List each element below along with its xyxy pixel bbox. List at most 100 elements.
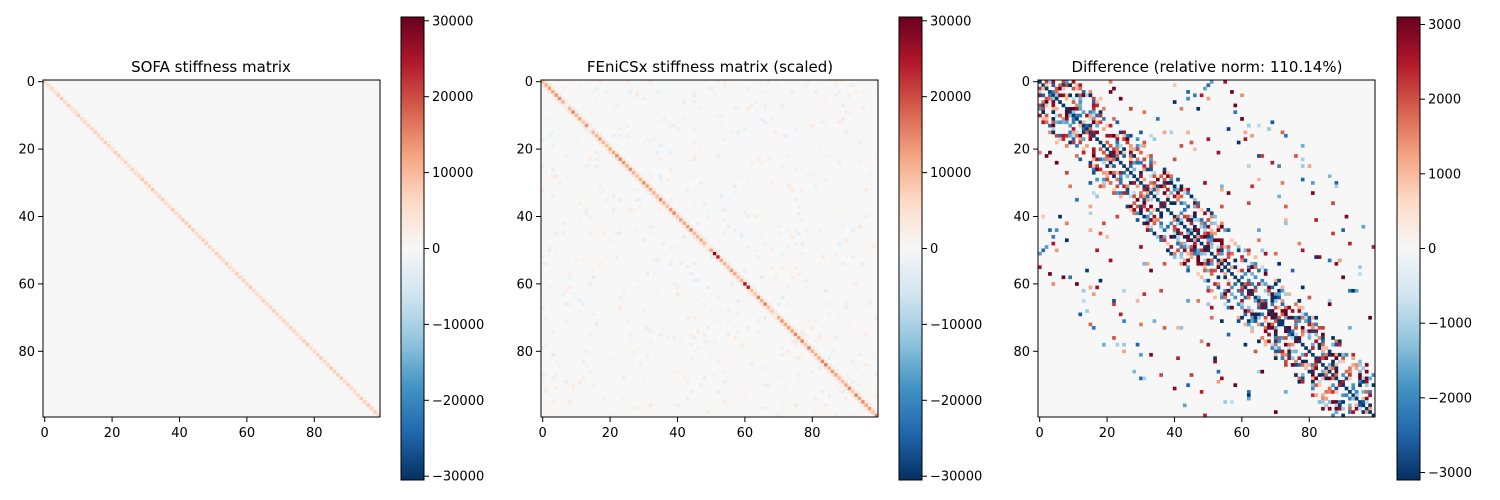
heatmap-cell [53, 86, 57, 91]
heatmap-cell [1132, 208, 1137, 212]
heatmap-cell [1051, 96, 1056, 101]
heatmap-cell [1219, 258, 1224, 263]
heatmap-cell [763, 366, 768, 371]
heatmap-cell [547, 272, 552, 276]
heatmap-cell [581, 359, 586, 364]
heatmap-cell [1253, 299, 1258, 303]
heatmap-cell [847, 390, 852, 394]
heatmap-cell [581, 123, 586, 128]
heatmap-cell [618, 127, 623, 131]
heatmap-cell [702, 339, 707, 344]
heatmap-cell [658, 332, 663, 337]
heatmap-cell [1075, 103, 1079, 108]
heatmap-cell [544, 332, 549, 337]
heatmap-cell [1118, 150, 1123, 155]
heatmap-cell [93, 127, 98, 131]
heatmap-cell [1102, 160, 1106, 165]
heatmap-cell [584, 363, 589, 367]
heatmap-cell [1273, 251, 1278, 256]
heatmap-cell [1331, 366, 1335, 371]
heatmap-cell [567, 272, 572, 276]
heatmap-cell [1260, 305, 1265, 310]
heatmap-cell [584, 123, 589, 128]
heatmap-cell [86, 123, 91, 128]
heatmap-cell [292, 326, 297, 330]
heatmap-cell [1112, 164, 1116, 168]
heatmap-cell [1081, 299, 1086, 303]
heatmap-cell [611, 349, 616, 354]
heatmap-cell [571, 106, 575, 111]
heatmap-cell [790, 326, 795, 330]
heatmap-cell [1368, 406, 1372, 411]
heatmap-cell [722, 218, 727, 222]
colorbar-tick-label: 20000 [930, 90, 971, 105]
heatmap-cell [43, 80, 47, 84]
heatmap-cell [551, 144, 555, 148]
heatmap-cell [1223, 265, 1228, 270]
heatmap-cell [1327, 406, 1332, 411]
heatmap-cell [1361, 379, 1366, 384]
heatmap-cell [59, 93, 64, 98]
heatmap-cell [1038, 86, 1042, 91]
heatmap-cell [1166, 241, 1170, 246]
heatmap-cell [618, 197, 623, 202]
heatmap-cell [1088, 127, 1093, 131]
heatmap-cell [830, 366, 835, 371]
heatmap-cell [1331, 390, 1335, 394]
heatmap-cell [1310, 373, 1315, 377]
heatmap-cell [1152, 187, 1157, 192]
heatmap-cells [1038, 80, 1376, 418]
heatmap-cell [638, 204, 643, 209]
heatmap-cell [1078, 157, 1083, 162]
heatmap-cell [1149, 167, 1153, 172]
heatmap-cell [618, 224, 623, 229]
heatmap-cell [1149, 218, 1153, 222]
heatmap-cell [840, 383, 845, 387]
heatmap-cell [315, 352, 320, 357]
heatmap-cell [160, 194, 165, 199]
heatmap-cell [817, 228, 822, 232]
heatmap-cell [1344, 214, 1349, 219]
heatmap-cell [857, 393, 862, 398]
heatmap-cell [712, 272, 717, 276]
heatmap-cell [1243, 137, 1248, 141]
heatmap-cell [638, 363, 643, 367]
heatmap-cell [1176, 218, 1180, 222]
heatmap-cell [248, 282, 253, 286]
heatmap-cell [820, 157, 825, 162]
heatmap-cell [1203, 181, 1207, 185]
heatmap-cell [1294, 332, 1298, 337]
heatmap-cell [1068, 83, 1072, 88]
heatmap-cell [1263, 302, 1268, 307]
heatmap-cell [1203, 211, 1207, 216]
heatmap-cell [797, 332, 801, 337]
heatmap-cell [1115, 191, 1120, 195]
heatmap-cell [1172, 157, 1177, 162]
heatmap-cell [1334, 390, 1339, 394]
heatmap-cell [1162, 201, 1167, 205]
heatmap-cell [793, 339, 798, 344]
heatmap-cell [1038, 93, 1042, 98]
heatmap-cell [776, 315, 781, 320]
heatmap-cell [1327, 376, 1332, 381]
heatmap-cell [618, 133, 623, 138]
heatmap-cell [1135, 160, 1140, 165]
heatmap-cell [1348, 376, 1352, 381]
heatmap-cell [56, 90, 61, 94]
heatmap-cell [1294, 363, 1298, 367]
heatmap-cell [1155, 187, 1160, 192]
heatmap-cell [544, 117, 549, 121]
heatmap-cell [1095, 194, 1099, 199]
heatmap-cell [615, 366, 619, 371]
heatmap-cell [1166, 170, 1170, 175]
heatmap-cell [564, 103, 569, 108]
heatmap-cell [584, 349, 589, 354]
heatmap-cell [638, 349, 643, 354]
heatmap-cell [1257, 154, 1261, 158]
heatmap-cell [1307, 363, 1312, 367]
heatmap-cell [834, 80, 838, 84]
heatmap-cell [1112, 150, 1116, 155]
heatmap-cell [712, 373, 717, 377]
heatmap-cell [1152, 214, 1157, 219]
heatmap-cell [685, 315, 690, 320]
